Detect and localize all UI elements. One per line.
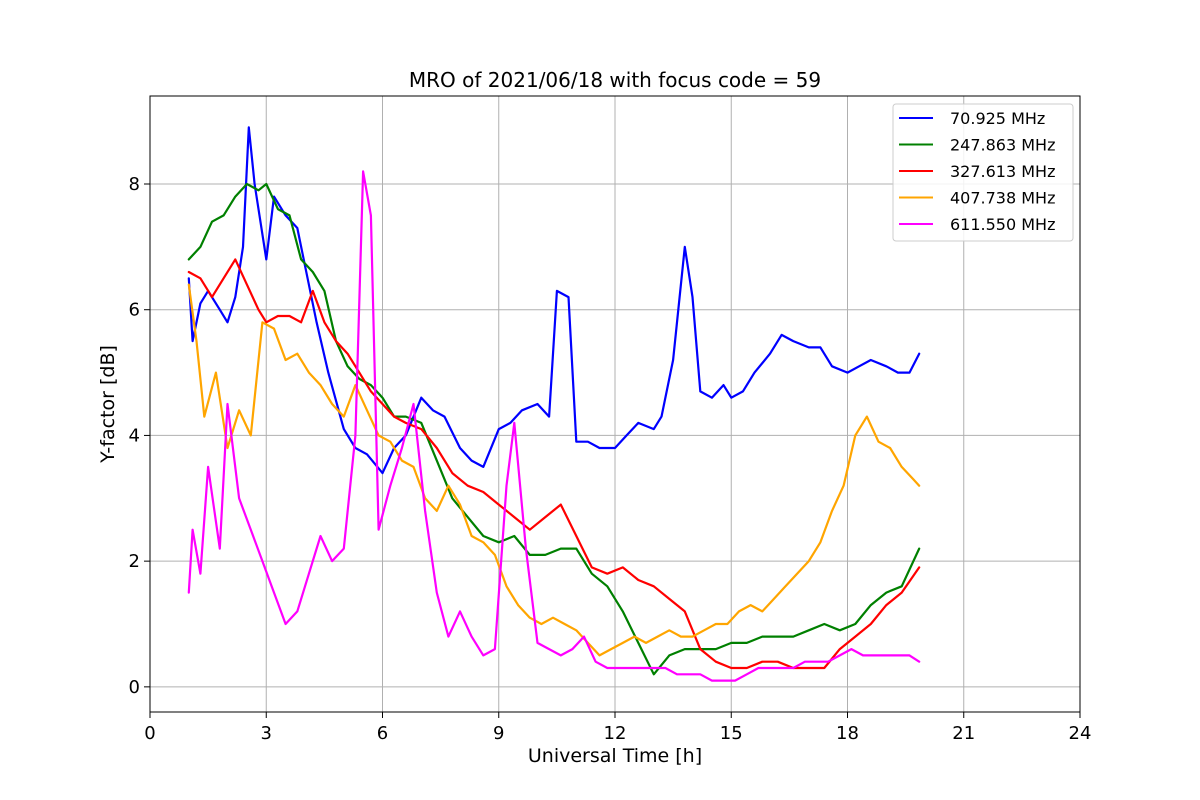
legend-label: 70.925 MHz — [950, 109, 1045, 128]
x-tick-label: 0 — [144, 723, 155, 744]
legend-label: 611.550 MHz — [950, 215, 1055, 234]
series-line-0 — [187, 126, 921, 475]
y-axis-label: Y-factor [dB] — [97, 345, 119, 464]
legend: 70.925 MHz 247.863 MHz 327.613 MHz 407.738 … — [892, 103, 1074, 242]
x-tick-label: 12 — [604, 723, 627, 744]
x-tick-label: 15 — [720, 723, 743, 744]
series-layer — [187, 126, 921, 682]
series-line-3 — [187, 283, 921, 657]
series-line-4 — [187, 170, 921, 682]
series-line-1 — [187, 182, 921, 676]
x-axis-label: Universal Time [h] — [528, 745, 702, 767]
y-tick-label: 2 — [129, 551, 140, 572]
x-tick-label: 6 — [377, 723, 388, 744]
legend-box — [892, 103, 1074, 242]
y-tick-label: 8 — [129, 174, 140, 195]
y-tick-label: 6 — [129, 300, 140, 321]
legend-label: 247.863 MHz — [950, 136, 1055, 155]
y-tick-label: 0 — [129, 677, 140, 698]
x-tick-label: 24 — [1069, 723, 1092, 744]
x-tick-label: 21 — [952, 723, 975, 744]
x-tick-label: 9 — [493, 723, 504, 744]
series-line-2 — [187, 258, 921, 670]
x-tick-label: 18 — [836, 723, 859, 744]
y-tick-label: 4 — [129, 425, 140, 446]
chart-title: MRO of 2021/06/18 with focus code = 59 — [409, 68, 821, 92]
legend-label: 407.738 MHz — [950, 189, 1055, 208]
x-tick-label: 3 — [261, 723, 272, 744]
legend-label: 327.613 MHz — [950, 162, 1055, 181]
